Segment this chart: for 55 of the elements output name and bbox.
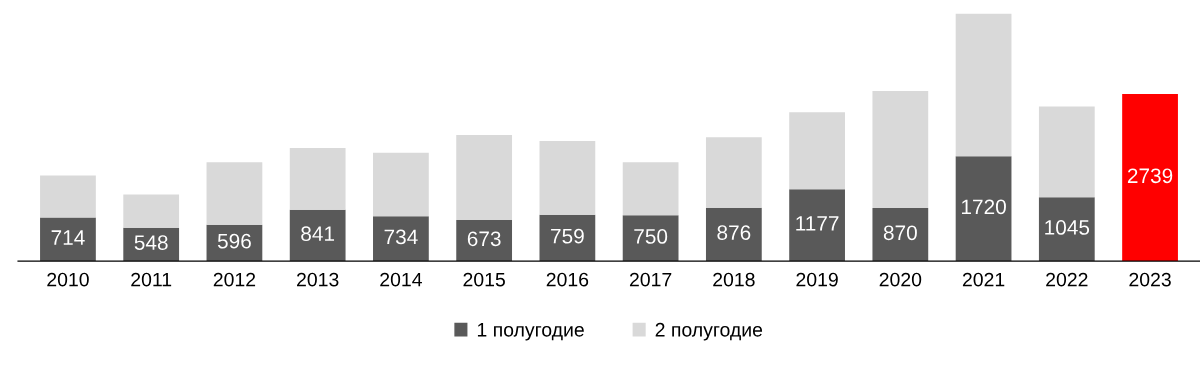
data-label: 548 — [134, 235, 168, 250]
data-label: 673 — [467, 231, 501, 247]
data-label: 1177 — [796, 216, 839, 231]
legend-label: 1 полугодие — [477, 323, 584, 341]
data-label: 2739 — [1127, 168, 1173, 184]
data-label: 759 — [551, 228, 584, 244]
bar — [539, 140, 596, 215]
data-label: 1045 — [1045, 220, 1090, 235]
bar — [622, 215, 679, 262]
bar — [1038, 106, 1095, 198]
bar — [955, 156, 1012, 262]
x-tick-label: 2017 — [629, 272, 672, 287]
data-label: 714 — [51, 230, 85, 245]
data-label: 870 — [883, 225, 917, 241]
x-tick-label: 2013 — [297, 272, 339, 287]
data-label: 596 — [217, 233, 251, 249]
x-tick-label: 2018 — [713, 272, 755, 287]
x-tick-label: 2012 — [213, 272, 256, 287]
bar — [539, 214, 596, 262]
bar — [955, 13, 1012, 157]
x-tick-label: 2015 — [463, 272, 505, 287]
data-label: 734 — [384, 229, 418, 245]
x-tick-label: 2010 — [47, 272, 89, 287]
bar — [289, 148, 346, 210]
x-tick-label: 2023 — [1129, 272, 1171, 287]
bar — [705, 137, 762, 208]
bar — [456, 134, 513, 221]
data-label: 876 — [717, 225, 751, 240]
bar — [373, 216, 429, 262]
x-tick-label: 2019 — [796, 272, 838, 287]
bar — [789, 112, 845, 190]
bar — [40, 217, 96, 262]
bar — [872, 90, 929, 209]
bar — [40, 175, 96, 218]
bar — [123, 194, 180, 228]
bar — [622, 162, 679, 216]
bar — [705, 207, 762, 262]
bar — [373, 152, 429, 217]
data-label: 841 — [301, 226, 335, 242]
x-tick-label: 2021 — [962, 272, 1005, 287]
x-tick-label: 2016 — [546, 272, 589, 287]
data-label: 1720 — [962, 199, 1006, 215]
x-tick-label: 2011 — [131, 272, 172, 287]
x-tick-label: 2022 — [1046, 272, 1088, 287]
x-tick-label: 2020 — [879, 272, 922, 287]
bar — [289, 209, 346, 262]
bar — [456, 220, 513, 262]
x-tick-label: 2014 — [380, 272, 422, 287]
data-label: 750 — [634, 229, 668, 244]
bar — [1122, 93, 1178, 262]
bar — [206, 162, 263, 225]
bar — [1038, 197, 1095, 262]
bar — [872, 208, 929, 262]
bar — [789, 189, 845, 262]
legend-label: 2 полугодие — [655, 322, 763, 341]
